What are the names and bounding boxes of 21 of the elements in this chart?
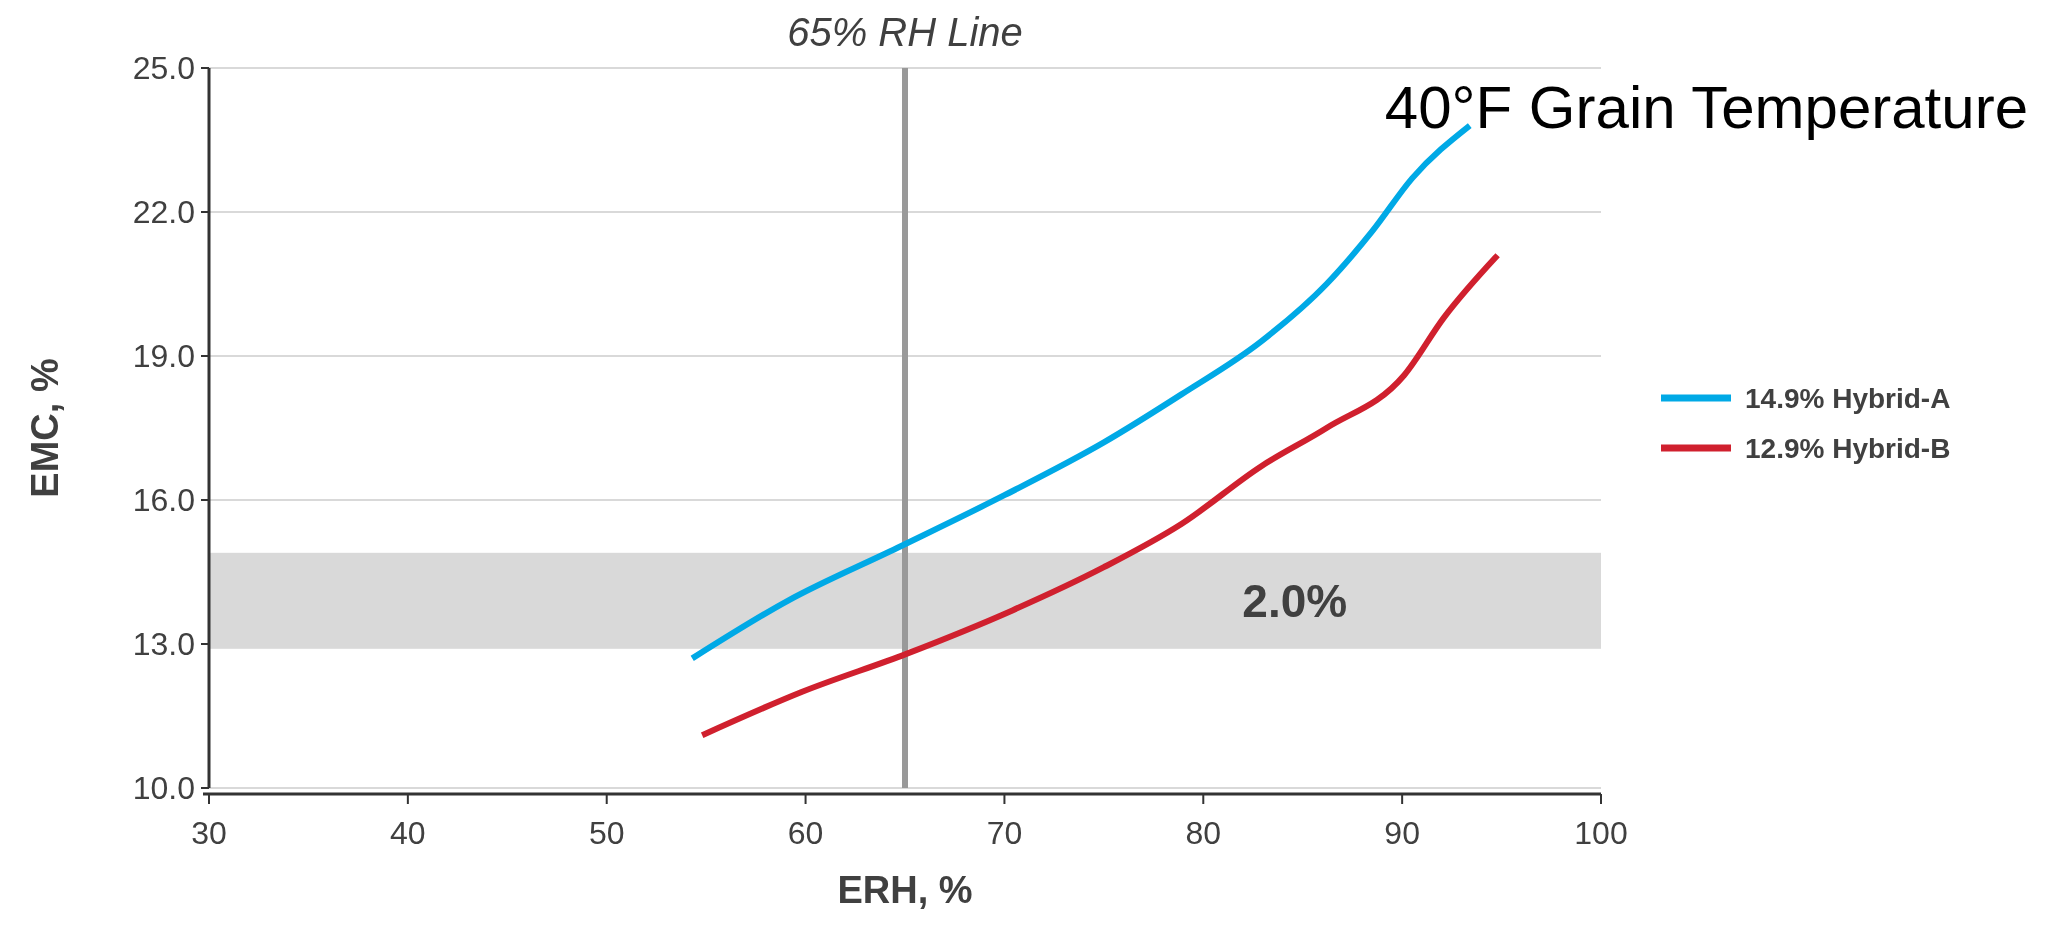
legend-label: 12.9% Hybrid-B (1745, 432, 1951, 464)
chart-title: 40°F Grain Temperature (1384, 74, 2028, 141)
y-tick-label: 16.0 (132, 482, 195, 519)
ref-line-label: 65% RH Line (787, 10, 1023, 54)
x-tick-label: 90 (1384, 815, 1420, 851)
x-tick-label: 50 (588, 815, 625, 851)
x-axis-title: ERH, % (837, 869, 973, 911)
x-tick-label: 40 (390, 815, 426, 851)
y-tick-label: 22.0 (132, 194, 195, 231)
y-axis-title: EMC, % (24, 358, 66, 498)
x-tick-label: 60 (787, 815, 824, 851)
y-tick-label: 25.0 (132, 50, 195, 87)
x-tick-label: 80 (1185, 815, 1222, 851)
y-tick-label: 10.0 (132, 770, 195, 807)
x-tick-label: 100 (1574, 815, 1628, 851)
y-tick-label: 13.0 (132, 626, 195, 663)
x-tick-label: 30 (191, 815, 227, 851)
band-label: 2.0% (1242, 574, 1348, 627)
legend-label: 14.9% Hybrid-A (1745, 382, 1951, 414)
y-tick-label: 19.0 (132, 338, 195, 375)
x-tick-label: 70 (986, 815, 1023, 851)
